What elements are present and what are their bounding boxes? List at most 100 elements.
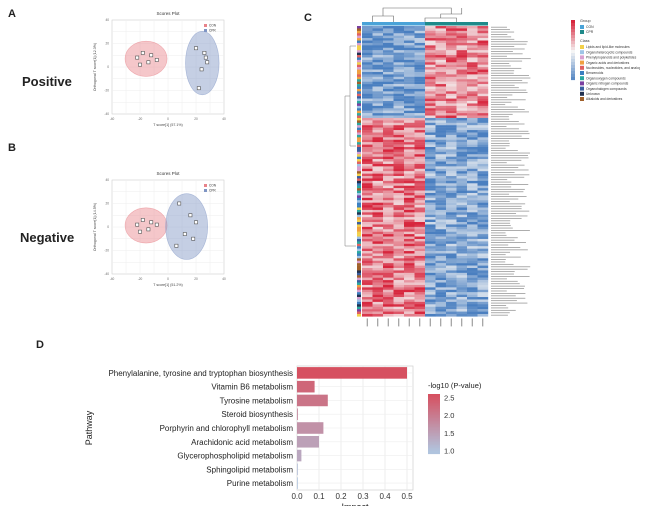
heatmap-cell bbox=[467, 202, 478, 206]
heatmap-row-label bbox=[491, 213, 517, 214]
heatmap-cell bbox=[435, 311, 447, 315]
heatmap-cell bbox=[435, 147, 447, 150]
heatmap-row-label bbox=[491, 300, 517, 302]
heatmap-cell bbox=[362, 238, 373, 242]
heatmap-cell bbox=[456, 217, 468, 220]
heatmap-cell bbox=[362, 93, 373, 97]
heatmap-class-strip bbox=[357, 289, 361, 293]
heatmap-cell bbox=[425, 306, 436, 310]
heatmap-legend-group-swatch-cpr bbox=[580, 30, 584, 34]
heatmap-cell bbox=[393, 130, 405, 133]
pathway-xtick: 0.3 bbox=[357, 492, 369, 501]
heatmap-cell bbox=[414, 62, 426, 65]
heatmap-class-strip bbox=[357, 151, 361, 155]
heatmap-cell bbox=[446, 309, 457, 312]
heatmap-cell bbox=[467, 154, 478, 157]
score-b-legend-swatch-con bbox=[204, 184, 207, 187]
heatmap-row-label bbox=[491, 147, 506, 149]
heatmap-cell bbox=[435, 159, 447, 162]
heatmap-cell bbox=[383, 166, 394, 169]
heatmap-cell bbox=[446, 76, 457, 80]
pathway-bar bbox=[297, 380, 315, 393]
heatmap-cell bbox=[393, 229, 405, 232]
pathway-xtick: 0.1 bbox=[313, 492, 325, 501]
heatmap-cell bbox=[362, 304, 373, 307]
heatmap-cell bbox=[404, 127, 415, 131]
heatmap-cell bbox=[456, 260, 468, 264]
heatmap-cell bbox=[446, 282, 457, 286]
heatmap-cell bbox=[372, 166, 384, 169]
heatmap-cell bbox=[467, 214, 478, 218]
heatmap-cell bbox=[477, 55, 489, 58]
heatmap-cell bbox=[404, 26, 415, 29]
heatmap-cell bbox=[467, 231, 478, 235]
heatmap-scale-step bbox=[571, 56, 575, 60]
heatmap-cell bbox=[414, 134, 426, 138]
heatmap-cell bbox=[467, 294, 478, 298]
score-b-xtick: 20 bbox=[194, 277, 198, 281]
heatmap-cell bbox=[477, 40, 489, 44]
heatmap-cell bbox=[404, 50, 415, 53]
heatmap-cell bbox=[372, 161, 384, 165]
heatmap-cell bbox=[383, 292, 394, 295]
heatmap-cell bbox=[362, 178, 373, 182]
heatmap-cell bbox=[456, 117, 468, 121]
heatmap-cell bbox=[425, 59, 436, 63]
heatmap-class-strip bbox=[357, 195, 361, 199]
score-b-ylabel: Orthogonal T score[1] (14.5%) bbox=[93, 203, 97, 251]
heatmap-cell bbox=[477, 74, 489, 78]
heatmap-cell bbox=[425, 313, 436, 317]
heatmap-cell bbox=[446, 226, 457, 230]
pathway-category-label: Sphingolipid metabolism bbox=[206, 465, 293, 474]
heatmap-cell bbox=[477, 234, 489, 237]
score-a-ytick: -40 bbox=[104, 112, 109, 116]
heatmap-cell bbox=[446, 156, 457, 160]
heatmap-cell bbox=[467, 277, 478, 281]
heatmap-cell bbox=[414, 88, 426, 92]
heatmap-cell bbox=[456, 62, 468, 65]
heatmap-cell bbox=[372, 224, 384, 228]
heatmap-class-strip bbox=[357, 306, 361, 310]
heatmap-cell bbox=[456, 284, 468, 288]
heatmap-cell bbox=[446, 260, 457, 264]
heatmap-cell bbox=[414, 120, 426, 123]
heatmap-cell bbox=[404, 122, 415, 126]
heatmap-cell bbox=[425, 62, 436, 65]
heatmap-row-label bbox=[491, 140, 510, 142]
heatmap-cell bbox=[456, 268, 468, 271]
heatmap-cell bbox=[477, 38, 489, 41]
heatmap-cell bbox=[446, 98, 457, 102]
heatmap-cell bbox=[425, 265, 436, 269]
heatmap-legend-class-title: Class bbox=[580, 39, 590, 43]
heatmap-cell bbox=[425, 275, 436, 278]
heatmap-cell bbox=[383, 127, 394, 131]
heatmap-cell bbox=[383, 26, 394, 29]
heatmap-cell bbox=[414, 299, 426, 303]
heatmap-cell bbox=[414, 176, 426, 179]
heatmap-row-label bbox=[491, 101, 512, 103]
heatmap-cell bbox=[414, 173, 426, 177]
pathway-legend-title: -log10 (P-value) bbox=[428, 381, 482, 390]
heatmap-cell bbox=[404, 132, 415, 136]
pathway-bar bbox=[297, 449, 302, 462]
heatmap-class-strip bbox=[357, 282, 361, 286]
heatmap-cell bbox=[477, 132, 489, 136]
heatmap-cell bbox=[362, 154, 373, 157]
heatmap-cell bbox=[362, 301, 373, 305]
heatmap-cell bbox=[456, 238, 468, 242]
heatmap-cell bbox=[446, 55, 457, 58]
heatmap-cell bbox=[467, 81, 478, 85]
heatmap-legend-class-swatch bbox=[580, 60, 584, 65]
heatmap-cell bbox=[414, 188, 426, 191]
heatmap-cell bbox=[446, 64, 457, 68]
pathway-legend-step bbox=[428, 394, 440, 396]
heatmap-cell bbox=[404, 294, 415, 298]
heatmap-cell bbox=[362, 50, 373, 53]
heatmap-cell bbox=[467, 299, 478, 303]
heatmap-cell bbox=[467, 236, 478, 240]
heatmap-cell bbox=[425, 231, 436, 235]
heatmap-cell bbox=[425, 147, 436, 150]
score-b-point bbox=[154, 222, 159, 227]
heatmap-cell bbox=[383, 161, 394, 165]
heatmap-cell bbox=[404, 313, 415, 317]
